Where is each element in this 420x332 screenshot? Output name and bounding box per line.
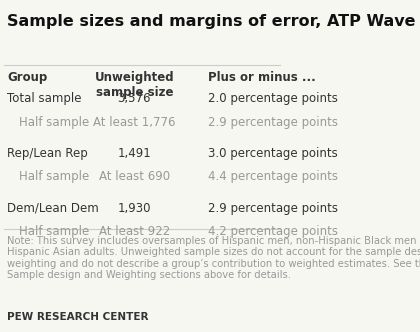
Text: Sample sizes and margins of error, ATP Wave 124: Sample sizes and margins of error, ATP W…	[7, 14, 420, 29]
Text: Note: This survey includes oversamples of Hispanic men, non-Hispanic Black men a: Note: This survey includes oversamples o…	[7, 236, 420, 281]
Text: Total sample: Total sample	[7, 92, 81, 105]
Text: 1,930: 1,930	[118, 202, 151, 214]
Text: Plus or minus ...: Plus or minus ...	[208, 71, 315, 84]
Text: Unweighted
sample size: Unweighted sample size	[94, 71, 174, 100]
Text: 2.9 percentage points: 2.9 percentage points	[208, 116, 338, 128]
Text: Half sample: Half sample	[19, 116, 89, 128]
Text: At least 690: At least 690	[99, 170, 170, 183]
Text: Group: Group	[7, 71, 47, 84]
Text: 4.2 percentage points: 4.2 percentage points	[208, 225, 338, 238]
Text: 4.4 percentage points: 4.4 percentage points	[208, 170, 338, 183]
Text: 2.9 percentage points: 2.9 percentage points	[208, 202, 338, 214]
Text: 1,491: 1,491	[118, 147, 151, 160]
Text: At least 922: At least 922	[99, 225, 170, 238]
Text: 3.0 percentage points: 3.0 percentage points	[208, 147, 337, 160]
Text: 3,576: 3,576	[118, 92, 151, 105]
Text: Half sample: Half sample	[19, 225, 89, 238]
Text: 2.0 percentage points: 2.0 percentage points	[208, 92, 338, 105]
Text: Rep/Lean Rep: Rep/Lean Rep	[7, 147, 88, 160]
Text: Dem/Lean Dem: Dem/Lean Dem	[7, 202, 99, 214]
Text: Half sample: Half sample	[19, 170, 89, 183]
Text: PEW RESEARCH CENTER: PEW RESEARCH CENTER	[7, 312, 148, 322]
Text: At least 1,776: At least 1,776	[93, 116, 176, 128]
